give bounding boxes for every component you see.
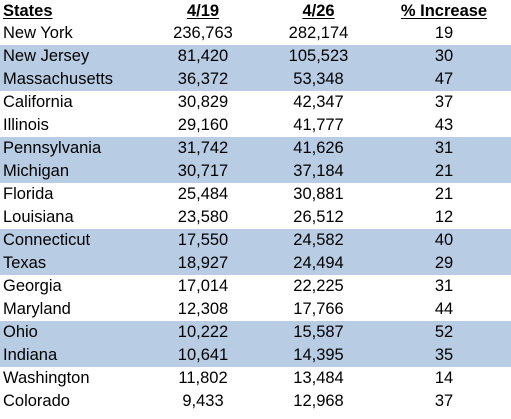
cell-percent-increase[interactable]: 47 — [377, 68, 511, 91]
table-row: New Jersey 81,420 105,523 30 — [0, 45, 511, 68]
cell-4-26[interactable]: 17,766 — [293, 300, 344, 318]
table-row: Georgia 17,014 22,225 31 — [0, 275, 511, 298]
cell-4-26[interactable]: 24,582 — [260, 229, 377, 252]
cell-percent-increase[interactable]: 37 — [434, 392, 454, 410]
cell-percent-increase[interactable]: 31 — [377, 137, 511, 160]
cell-state[interactable]: Texas — [0, 252, 146, 275]
table-row: Maryland 12,308 17,766 44 — [0, 298, 511, 321]
cell-4-19[interactable]: 10,222 — [146, 321, 260, 344]
cell-state[interactable]: Maryland — [3, 300, 71, 318]
cell-4-26[interactable]: 12,968 — [293, 392, 344, 410]
table-row: Ohio 10,222 15,587 52 — [0, 321, 511, 344]
header-4-26[interactable]: 4/26 — [302, 2, 335, 20]
table-row: Florida 25,484 30,881 21 — [0, 183, 511, 206]
cell-4-19[interactable]: 236,763 — [173, 24, 233, 42]
cell-4-19[interactable]: 30,717 — [146, 160, 260, 183]
cell-percent-increase[interactable]: 21 — [434, 185, 454, 203]
cell-4-26[interactable]: 14,395 — [260, 344, 377, 367]
cell-4-26[interactable]: 282,174 — [288, 24, 349, 42]
table-row: Connecticut 17,550 24,582 40 — [0, 229, 511, 252]
header-row: States 4/19 4/26 % Increase — [0, 0, 511, 22]
cell-percent-increase[interactable]: 21 — [377, 160, 511, 183]
cell-percent-increase[interactable]: 29 — [377, 252, 511, 275]
table-row: Texas 18,927 24,494 29 — [0, 252, 511, 275]
cell-state[interactable]: Louisiana — [3, 208, 74, 226]
cell-4-26[interactable]: 37,184 — [260, 160, 377, 183]
cell-4-26[interactable]: 41,777 — [293, 116, 344, 134]
cell-4-19[interactable]: 11,802 — [178, 369, 228, 387]
cell-4-26[interactable]: 41,626 — [260, 137, 377, 160]
cell-4-19[interactable]: 23,580 — [177, 208, 229, 226]
cell-4-26[interactable]: 26,512 — [293, 208, 344, 226]
table-row: Massachusetts 36,372 53,348 47 — [0, 68, 511, 91]
cell-4-26[interactable]: 105,523 — [260, 45, 377, 68]
table-row: New York 236,763 282,174 19 — [0, 22, 511, 45]
cell-percent-increase[interactable]: 35 — [377, 344, 511, 367]
cell-state[interactable]: Washington — [3, 369, 90, 387]
cell-4-19[interactable]: 17,550 — [146, 229, 260, 252]
cell-4-19[interactable]: 12,308 — [177, 300, 229, 318]
cell-4-19[interactable]: 29,160 — [177, 116, 229, 134]
table-row: Colorado 9,433 12,968 37 — [0, 390, 511, 413]
table-row: Pennsylvania 31,742 41,626 31 — [0, 137, 511, 160]
cell-percent-increase[interactable]: 31 — [434, 277, 454, 295]
cell-percent-increase[interactable]: 43 — [434, 116, 454, 134]
cell-state[interactable]: New York — [3, 24, 73, 42]
cell-percent-increase[interactable]: 19 — [434, 24, 454, 42]
cell-4-19[interactable]: 25,484 — [177, 185, 229, 203]
table-row: California 30,829 42,347 37 — [0, 91, 511, 114]
cell-percent-increase[interactable]: 37 — [434, 93, 454, 111]
cell-4-26[interactable]: 22,225 — [293, 277, 344, 295]
cell-4-26[interactable]: 24,494 — [260, 252, 377, 275]
cell-4-26[interactable]: 15,587 — [260, 321, 377, 344]
header-states[interactable]: States — [3, 2, 53, 20]
cell-4-26[interactable]: 30,881 — [293, 185, 344, 203]
cell-state[interactable]: Florida — [3, 185, 54, 203]
cell-state[interactable]: Georgia — [3, 277, 62, 295]
cell-4-19[interactable]: 17,014 — [177, 277, 229, 295]
cell-percent-increase[interactable]: 30 — [377, 45, 511, 68]
cell-4-19[interactable]: 36,372 — [146, 68, 260, 91]
cell-4-19[interactable]: 10,641 — [146, 344, 260, 367]
table-body: New York 236,763 282,174 19 New Jersey 81,420… — [0, 22, 511, 413]
table-row: Michigan 30,717 37,184 21 — [0, 160, 511, 183]
cell-percent-increase[interactable]: 12 — [434, 208, 454, 226]
cell-percent-increase[interactable]: 14 — [434, 369, 454, 387]
cell-state[interactable]: California — [3, 93, 73, 111]
cell-state[interactable]: New Jersey — [0, 45, 146, 68]
cell-4-26[interactable]: 13,484 — [293, 369, 344, 387]
cell-4-19[interactable]: 81,420 — [146, 45, 260, 68]
cell-state[interactable]: Indiana — [0, 344, 146, 367]
header-percent-increase[interactable]: % Increase — [400, 2, 488, 20]
cell-state[interactable]: Illinois — [3, 116, 49, 134]
cell-state[interactable]: Colorado — [3, 392, 70, 410]
table-row: Louisiana 23,580 26,512 12 — [0, 206, 511, 229]
cell-4-26[interactable]: 53,348 — [260, 68, 377, 91]
cell-4-26[interactable]: 42,347 — [293, 93, 344, 111]
cell-percent-increase[interactable]: 44 — [434, 300, 454, 318]
cell-4-19[interactable]: 18,927 — [146, 252, 260, 275]
header-4-19[interactable]: 4/19 — [186, 2, 220, 20]
cell-percent-increase[interactable]: 40 — [377, 229, 511, 252]
table-row: Indiana 10,641 14,395 35 — [0, 344, 511, 367]
cell-state[interactable]: Connecticut — [0, 229, 146, 252]
cell-state[interactable]: Ohio — [0, 321, 146, 344]
cell-percent-increase[interactable]: 52 — [377, 321, 511, 344]
table-row: Washington 11,802 13,484 14 — [0, 367, 511, 390]
cell-state[interactable]: Michigan — [0, 160, 146, 183]
cell-state[interactable]: Pennsylvania — [0, 137, 146, 160]
cell-4-19[interactable]: 9,433 — [182, 392, 224, 410]
cell-4-19[interactable]: 31,742 — [146, 137, 260, 160]
cell-4-19[interactable]: 30,829 — [177, 93, 229, 111]
table-row: Illinois 29,160 41,777 43 — [0, 114, 511, 137]
cell-state[interactable]: Massachusetts — [0, 68, 146, 91]
